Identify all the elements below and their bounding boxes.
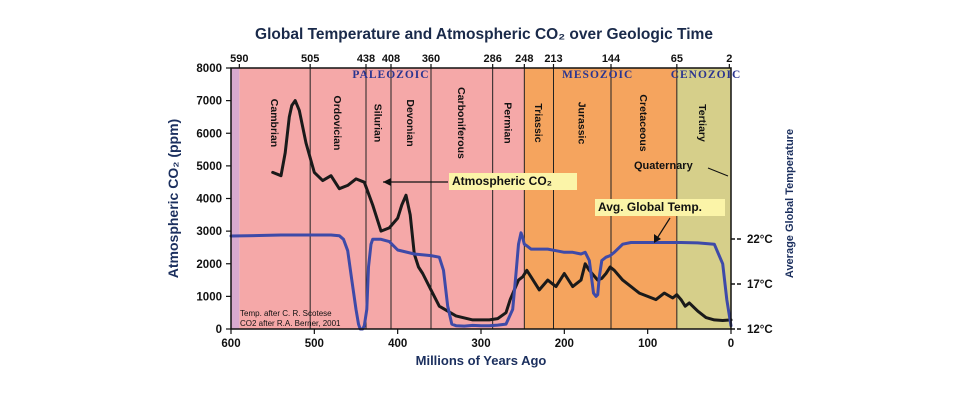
period-label-cretaceous: Cretaceous xyxy=(637,94,649,151)
period-label-cambrian: Cambrian xyxy=(268,99,280,147)
y-tick-label: 3000 xyxy=(196,226,222,238)
credit-text: CO2 after R.A. Berner, 2001 xyxy=(240,319,341,328)
x-tick-label: 0 xyxy=(728,338,734,350)
x-tick-label: 200 xyxy=(555,338,574,350)
quaternary-pointer xyxy=(707,167,729,177)
quaternary-label: Quaternary xyxy=(634,160,694,172)
top-tick-label: 144 xyxy=(602,53,621,65)
chart-title: Global Temperature and Atmospheric CO₂ o… xyxy=(255,26,713,43)
period-labels: Cambrian Ordovician Silurian Devonian Carbon… xyxy=(268,87,708,159)
era-band-paleozoic xyxy=(239,68,525,329)
co2-arrowhead xyxy=(383,178,391,186)
era-label-paleozoic: PALEOZOIC xyxy=(352,69,429,81)
y-axis-label: Atmospheric CO₂ (ppm) xyxy=(165,119,181,278)
era-label-cenozoic: CENOZOIC xyxy=(671,69,742,81)
period-label-silurian: Silurian xyxy=(372,104,384,143)
x-tick-label: 300 xyxy=(471,338,490,350)
x-tick-label: 400 xyxy=(388,338,407,350)
period-label-jurassic: Jurassic xyxy=(575,102,587,145)
period-label-carboniferous: Carboniferous xyxy=(455,87,467,159)
period-label-tertiary: Tertiary xyxy=(696,104,708,142)
co2-label: Atmospheric CO₂ xyxy=(452,174,552,188)
y-tick-label: 8000 xyxy=(196,63,222,75)
x-tick-label: 500 xyxy=(305,338,324,350)
period-label-triassic: Triassic xyxy=(532,103,544,142)
top-tick-label: 590 xyxy=(230,53,248,65)
top-tick-label: 505 xyxy=(301,53,319,65)
y-tick-label: 1000 xyxy=(196,291,222,303)
top-tick-label: 213 xyxy=(544,53,562,65)
series-lines xyxy=(229,99,733,331)
era-band-cenozoic xyxy=(676,68,731,329)
y-tick-label: 2000 xyxy=(196,259,222,271)
temp-tick-label: 22°C xyxy=(747,234,773,246)
y-tick-label: 7000 xyxy=(196,96,222,108)
top-tick-label: 438 xyxy=(357,53,375,65)
top-tick-label: 65 xyxy=(671,53,683,65)
y-tick-label: 0 xyxy=(216,324,222,336)
temp-arrow-line xyxy=(655,217,671,241)
top-tick-label: 2 xyxy=(726,53,732,65)
background-bands xyxy=(231,68,731,329)
co2-label-box xyxy=(449,173,577,190)
y-tick-label: 6000 xyxy=(196,128,222,140)
x-axis-label: Millions of Years Ago xyxy=(416,353,547,368)
top-tick-label: 360 xyxy=(422,53,440,65)
period-label-ordovician: Ordovician xyxy=(331,96,343,151)
y-tick-label: 5000 xyxy=(196,161,222,173)
y-tick-label: 4000 xyxy=(196,194,222,206)
temp-label-box xyxy=(595,199,725,216)
top-tick-label: 286 xyxy=(483,53,501,65)
credit-text: Temp. after C. R. Scotese xyxy=(240,309,332,318)
top-tick-label: 248 xyxy=(515,53,533,65)
era-label-mesozoic: MESOZOIC xyxy=(562,69,633,81)
temp-series-line xyxy=(229,231,733,331)
era-band-precambrian xyxy=(231,68,240,329)
temp-label: Avg. Global Temp. xyxy=(598,200,702,214)
era-band-mesozoic xyxy=(524,68,677,329)
period-label-permian: Permian xyxy=(502,102,514,143)
x-tick-label: 600 xyxy=(221,338,240,350)
temp-arrowhead xyxy=(654,234,661,243)
period-label-devonian: Devonian xyxy=(404,99,416,146)
temp-tick-label: 17°C xyxy=(747,279,773,291)
x-tick-label: 100 xyxy=(638,338,657,350)
top-tick-label: 408 xyxy=(382,53,400,65)
y2-axis-label: Average Global Temperature xyxy=(784,129,796,278)
temp-tick-label: 12°C xyxy=(747,324,773,336)
annotations: PALEOZOIC MESOZOIC CENOZOIC Quaternary Atmos… xyxy=(240,69,742,328)
